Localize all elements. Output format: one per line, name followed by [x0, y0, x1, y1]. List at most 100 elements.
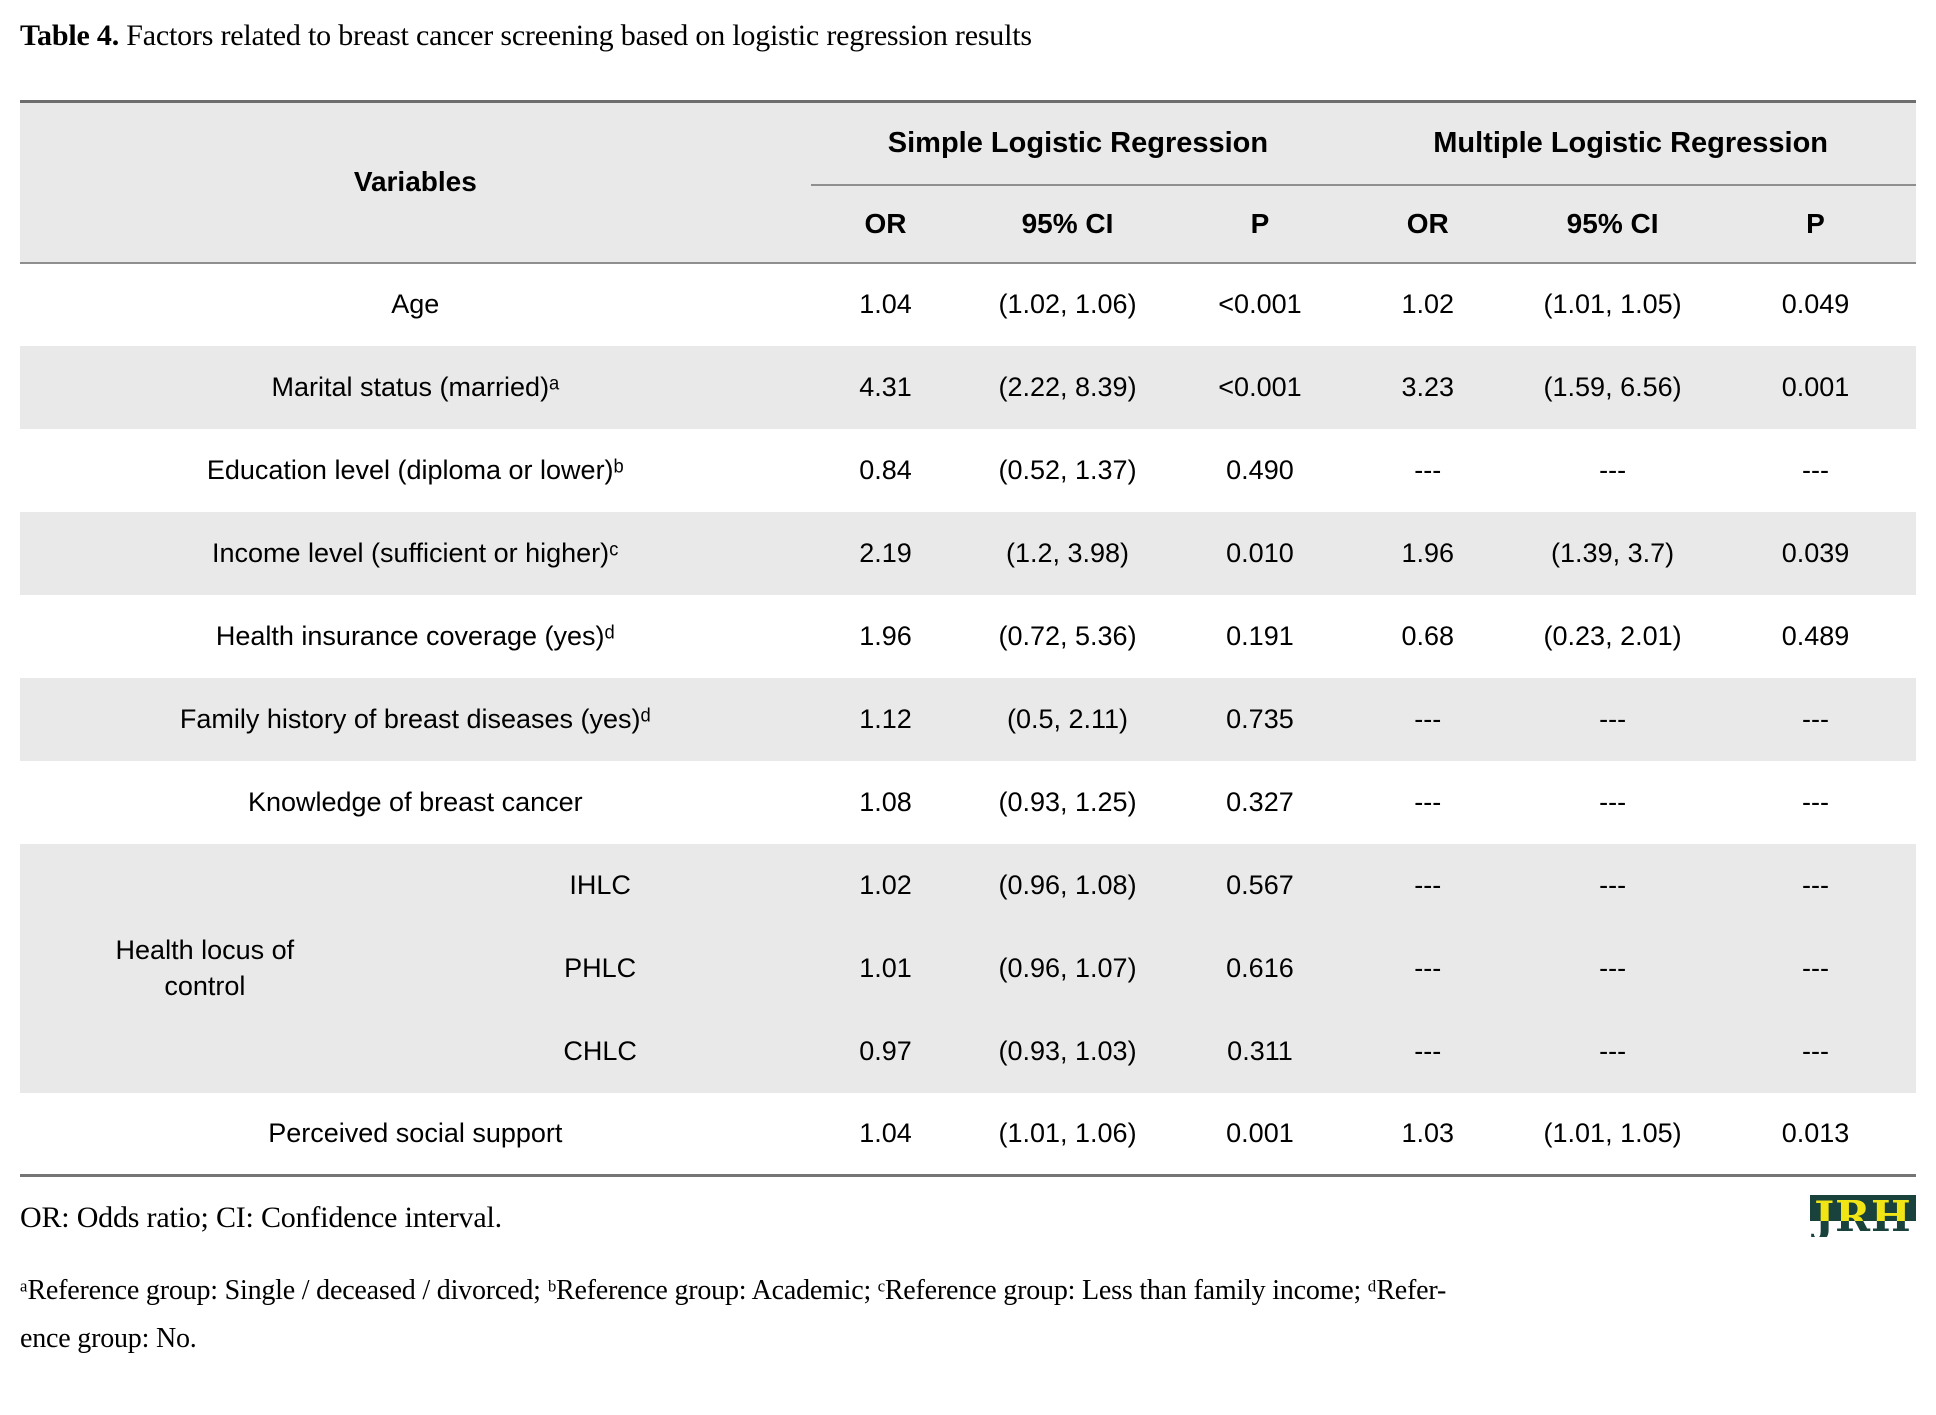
cell-multiple-ci: (1.59, 6.56): [1543, 371, 1682, 402]
cell-simple-or: 2.19: [859, 537, 912, 568]
cell-simple-ci: (1.02, 1.06): [998, 289, 1137, 319]
table-caption: Table 4. Factors related to breast cance…: [20, 16, 1916, 56]
table-row-ihlc: Health locus of control IHLC 1.02 (0.96,…: [20, 843, 1916, 1001]
cell-multiple-ci: (1.01, 1.05): [1543, 1117, 1682, 1148]
variable-label: Family history of breast diseases (yes)ᵈ: [179, 703, 651, 734]
cell-simple-or: 1.02: [859, 869, 912, 900]
cell-simple-or: 1.12: [859, 703, 912, 734]
cell-multiple-or: 1.96: [1401, 537, 1455, 568]
cell-multiple-ci: ---: [1599, 786, 1627, 817]
cell-simple-p: 0.311: [1227, 1035, 1293, 1066]
cell-simple-or: 1.01: [859, 952, 912, 983]
cell-simple-ci: (1.01, 1.06): [998, 1117, 1137, 1148]
cell-multiple-p: ---: [1801, 952, 1829, 983]
simple-ci-header: 95% CI: [1021, 207, 1114, 239]
cell-multiple-or: ---: [1414, 786, 1442, 817]
table-caption-text: Factors related to breast cancer screeni…: [119, 19, 1032, 52]
simple-or-header: OR: [864, 207, 907, 239]
cell-multiple-or: ---: [1414, 454, 1442, 485]
jrh-journal-logo: JRH JRH: [1810, 1195, 1916, 1237]
cell-multiple-or: 1.03: [1401, 1117, 1455, 1148]
cell-simple-p: 0.010: [1226, 537, 1294, 568]
cell-multiple-or: ---: [1414, 869, 1442, 900]
cell-simple-ci: (1.2, 3.98): [1005, 537, 1130, 568]
table-row-income-level: Income level (sufficient or higher)ᶜ 2.1…: [20, 511, 1916, 595]
table-row-health-insurance: Health insurance coverage (yes)ᵈ 1.96 (0…: [20, 594, 1916, 678]
cell-multiple-p: ---: [1801, 786, 1829, 817]
cell-multiple-p: ---: [1801, 454, 1829, 485]
table-row-marital-status: Marital status (married)ᵃ 4.31 (2.22, 8.…: [20, 345, 1916, 429]
simple-regression-header: Simple Logistic Regression: [810, 101, 1346, 186]
sub-header-row: OR 95% CI P OR 95% CI P: [20, 185, 1916, 263]
cell-multiple-p: 0.013: [1781, 1117, 1850, 1148]
cell-multiple-p: 0.039: [1781, 537, 1850, 568]
cell-multiple-p: 0.049: [1781, 289, 1850, 319]
cell-simple-or: 1.04: [859, 1117, 912, 1148]
variable-label: Income level (sufficient or higher)ᶜ: [211, 537, 619, 568]
variable-label: Education level (diploma or lower)ᵇ: [206, 454, 624, 485]
cell-simple-p: 0.191: [1226, 620, 1294, 651]
variable-label: Marital status (married)ᵃ: [271, 371, 560, 402]
hlc-group-label-text: Health locus of control: [115, 935, 295, 1001]
table-row-age: Age 1.04 (1.02, 1.06) <0.001 1.02 (1.01,…: [20, 262, 1916, 346]
cell-simple-ci: (2.22, 8.39): [998, 371, 1137, 402]
cell-multiple-p: ---: [1801, 869, 1829, 900]
table-row-family-history: Family history of breast diseases (yes)ᵈ…: [20, 677, 1916, 761]
multiple-regression-header: Multiple Logistic Regression: [1345, 101, 1916, 186]
variable-label: Perceived social support: [268, 1117, 563, 1148]
cell-multiple-ci: (1.39, 3.7): [1551, 537, 1675, 568]
variable-label: Age: [391, 289, 440, 319]
page: Table 4. Factors related to breast cance…: [0, 16, 1936, 1363]
cell-multiple-or: ---: [1414, 1035, 1442, 1066]
jrh-logo-band: [1810, 1195, 1916, 1221]
variable-label: IHLC: [569, 869, 631, 900]
cell-simple-ci: (0.93, 1.03): [998, 1035, 1137, 1066]
cell-multiple-ci: ---: [1599, 703, 1627, 734]
cell-multiple-ci: (0.23, 2.01): [1543, 620, 1682, 651]
table-caption-number: Table 4.: [20, 19, 119, 52]
cell-simple-p: <0.001: [1218, 289, 1302, 319]
table-row-education-level: Education level (diploma or lower)ᵇ 0.84…: [20, 428, 1916, 512]
multiple-or-header: OR: [1406, 207, 1449, 239]
variable-label: PHLC: [564, 952, 637, 983]
cell-multiple-or: ---: [1414, 952, 1442, 983]
abbreviation-note: OR: Odds ratio; CI: Confidence interval.: [20, 1201, 502, 1234]
cell-simple-ci: (0.52, 1.37): [998, 454, 1137, 485]
cell-simple-or: 0.84: [859, 454, 912, 485]
abbreviation-row: OR: Odds ratio; CI: Confidence interval.…: [20, 1195, 1916, 1239]
cell-multiple-ci: (1.01, 1.05): [1543, 289, 1682, 319]
cell-simple-p: 0.616: [1226, 952, 1294, 983]
cell-multiple-ci: ---: [1599, 952, 1627, 983]
cell-simple-p: 0.735: [1226, 703, 1294, 734]
cell-simple-p: 0.490: [1226, 454, 1294, 485]
cell-simple-or: 4.31: [859, 371, 912, 402]
cell-multiple-ci: ---: [1599, 869, 1627, 900]
jrh-logo-text-bottom: JRH: [1810, 1221, 1916, 1237]
cell-multiple-p: 0.001: [1781, 371, 1850, 402]
cell-simple-ci: (0.72, 5.36): [998, 620, 1137, 651]
cell-simple-p: 0.567: [1226, 869, 1294, 900]
cell-multiple-ci: ---: [1599, 1035, 1627, 1066]
cell-simple-ci: (0.5, 2.11): [1006, 703, 1129, 734]
variable-label: Health insurance coverage (yes)ᵈ: [215, 620, 615, 651]
cell-multiple-or: 3.23: [1401, 371, 1455, 402]
cell-multiple-or: ---: [1414, 703, 1442, 734]
cell-multiple-or: 0.68: [1401, 620, 1455, 651]
table-row-perceived-social-support: Perceived social support 1.04 (1.01, 1.0…: [20, 1092, 1916, 1176]
cell-simple-p: 0.327: [1226, 786, 1294, 817]
simple-p-header: P: [1250, 207, 1270, 239]
variable-label: CHLC: [563, 1035, 637, 1066]
jrh-logo-text-top: JRH: [1814, 1192, 1912, 1241]
footnote-line-1: ᵃReference group: Single / deceased / di…: [20, 1275, 1447, 1306]
regression-table: Variables Simple Logistic Regression Mul…: [20, 100, 1916, 1177]
variables-header: Variables: [353, 166, 477, 198]
group-header-row: Variables Simple Logistic Regression Mul…: [20, 101, 1916, 197]
cell-simple-or: 1.08: [859, 786, 912, 817]
multiple-p-header: P: [1806, 207, 1825, 239]
cell-simple-or: 1.96: [859, 620, 912, 651]
footnote-line-2: ence group: No.: [20, 1323, 197, 1354]
cell-multiple-p: 0.489: [1781, 620, 1850, 651]
cell-simple-ci: (0.96, 1.07): [998, 952, 1137, 983]
cell-simple-ci: (0.96, 1.08): [998, 869, 1137, 900]
cell-multiple-p: ---: [1801, 1035, 1829, 1066]
